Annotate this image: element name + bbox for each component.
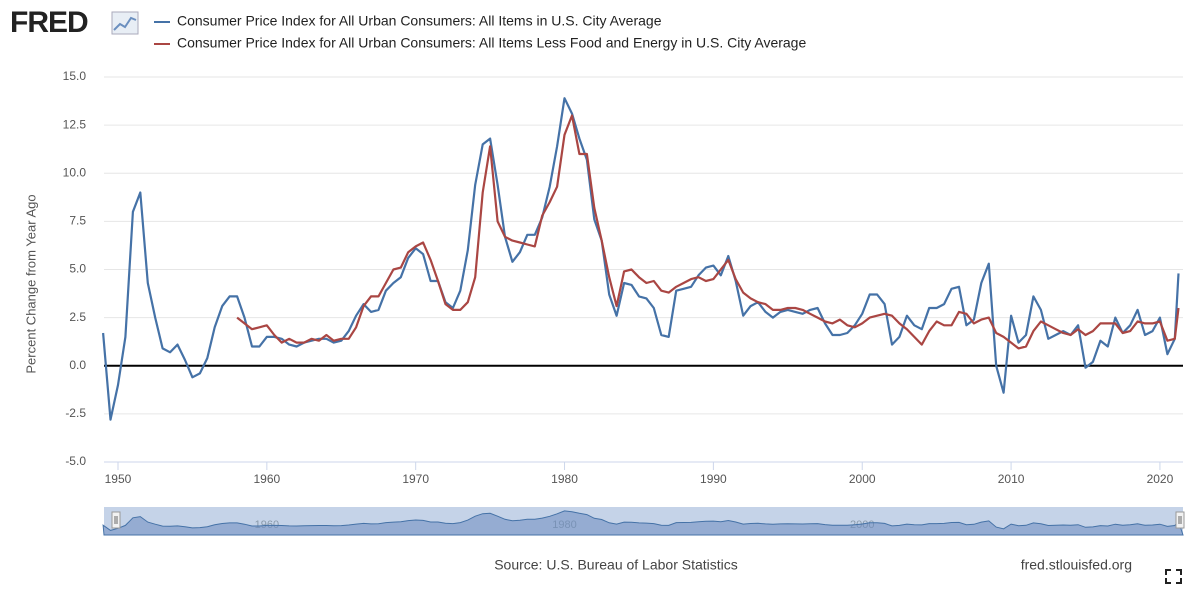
- y-tick-label: -5.0: [65, 454, 86, 468]
- x-tick-label: 2020: [1147, 472, 1174, 486]
- x-tick-label: 2010: [998, 472, 1025, 486]
- legend-label: Consumer Price Index for All Urban Consu…: [177, 13, 662, 29]
- x-tick-label: 1960: [253, 472, 280, 486]
- line-series: [236, 114, 1180, 350]
- navigator-handle[interactable]: [1175, 511, 1185, 529]
- y-tick-label: 12.5: [63, 117, 87, 131]
- y-tick-label: -2.5: [65, 406, 86, 420]
- navigator-handle[interactable]: [111, 511, 121, 529]
- fullscreen-icon[interactable]: [1165, 569, 1182, 584]
- y-tick-label: 2.5: [69, 310, 86, 324]
- logo: FRED: [10, 6, 88, 39]
- x-tick-label: 1980: [551, 472, 578, 486]
- y-tick-label: 7.5: [69, 214, 86, 228]
- y-tick-label: 15.0: [63, 69, 87, 83]
- y-tick-label: 0.0: [69, 358, 86, 372]
- legend-label: Consumer Price Index for All Urban Consu…: [177, 35, 806, 51]
- y-tick-label: 10.0: [63, 165, 87, 179]
- site: fred.stlouisfed.org: [1021, 557, 1132, 573]
- y-tick-label: 5.0: [69, 262, 86, 276]
- x-tick-label: 2000: [849, 472, 876, 486]
- x-tick-label: 1950: [105, 472, 132, 486]
- logo-icon: [111, 11, 139, 35]
- x-tick-label: 1970: [402, 472, 429, 486]
- x-tick-label: 1990: [700, 472, 727, 486]
- navigator-area: [102, 510, 1184, 536]
- source: Source: U.S. Bureau of Labor Statistics: [494, 557, 738, 573]
- line-series: [102, 97, 1180, 421]
- y-axis-label: Percent Change from Year Ago: [23, 194, 38, 373]
